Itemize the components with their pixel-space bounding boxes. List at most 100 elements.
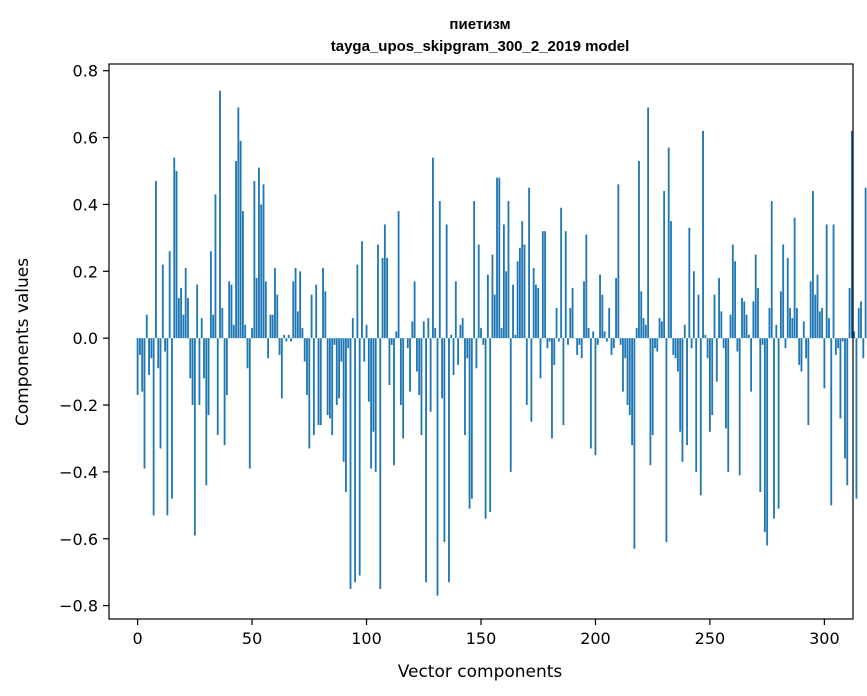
bar — [367, 338, 370, 402]
bar — [351, 318, 354, 339]
bar — [379, 338, 382, 589]
bar — [603, 331, 606, 339]
y-tick-label: 0.2 — [73, 262, 98, 281]
bar — [338, 338, 340, 399]
bar — [601, 294, 604, 339]
bar — [225, 338, 228, 395]
bar — [450, 334, 453, 339]
bar — [209, 251, 212, 339]
bar — [786, 257, 789, 339]
bar — [221, 308, 224, 339]
bar — [628, 338, 631, 416]
bar — [711, 338, 714, 416]
bar — [523, 244, 526, 339]
bar — [507, 201, 510, 339]
bar — [223, 338, 226, 446]
bar — [725, 338, 727, 429]
bar — [825, 224, 828, 339]
bar — [331, 338, 334, 436]
bar — [386, 257, 389, 339]
bar — [448, 338, 450, 583]
bar — [370, 338, 373, 469]
bar — [434, 328, 437, 339]
bar — [363, 338, 366, 362]
bar — [242, 211, 244, 339]
bar — [290, 338, 292, 342]
bar — [862, 338, 865, 359]
bar — [718, 277, 720, 339]
bar — [409, 338, 411, 392]
bar — [752, 301, 755, 339]
bar — [793, 217, 796, 339]
bar — [445, 224, 448, 339]
bar — [395, 331, 398, 339]
bar — [177, 298, 180, 339]
bar — [326, 338, 329, 416]
bar — [857, 308, 860, 339]
bar — [670, 221, 672, 339]
bar — [191, 338, 194, 406]
bar — [468, 338, 471, 509]
bar — [834, 338, 837, 355]
bar — [560, 207, 563, 339]
y-axis-label: Components values — [13, 258, 33, 426]
bar — [770, 201, 773, 339]
bar — [269, 314, 272, 339]
bar — [569, 308, 572, 339]
bar — [514, 334, 517, 339]
bar — [333, 338, 336, 345]
bar — [860, 301, 862, 339]
bar — [347, 338, 350, 349]
bar — [136, 338, 139, 395]
bar — [228, 281, 231, 339]
bar — [853, 331, 856, 339]
bar — [757, 288, 759, 339]
y-tick-label: 0.8 — [73, 62, 98, 81]
bar — [784, 338, 787, 349]
bar — [592, 331, 595, 339]
bar — [699, 338, 702, 496]
bar — [500, 328, 503, 339]
bar — [267, 338, 270, 359]
bar — [750, 338, 753, 392]
bar — [816, 274, 819, 339]
bar — [779, 291, 782, 339]
bar — [207, 338, 210, 416]
x-tick-label: 100 — [351, 629, 382, 648]
bar — [638, 160, 640, 339]
bar — [612, 338, 615, 349]
bar — [617, 184, 620, 339]
bar — [196, 284, 199, 339]
bar — [193, 338, 196, 536]
bar — [672, 338, 675, 355]
bar — [654, 338, 656, 349]
bar — [578, 338, 581, 345]
bar — [294, 267, 297, 339]
bar — [411, 321, 414, 339]
bar — [798, 338, 801, 365]
bar — [635, 328, 638, 339]
bar — [544, 231, 547, 339]
bar — [773, 338, 775, 519]
bar — [310, 294, 313, 339]
bar — [203, 338, 205, 379]
bar — [674, 338, 677, 359]
bar — [187, 298, 189, 339]
bar — [138, 338, 141, 355]
bar — [665, 338, 668, 543]
bar — [605, 338, 608, 342]
bar — [496, 177, 498, 339]
bar — [141, 338, 144, 392]
bar — [303, 338, 306, 362]
bar — [477, 244, 480, 339]
bar — [441, 338, 443, 399]
bar — [509, 338, 512, 472]
x-tick-label: 50 — [242, 629, 262, 648]
bar — [155, 181, 157, 339]
x-axis-label: Vector components — [398, 662, 563, 682]
bar — [720, 311, 723, 339]
bar — [443, 338, 446, 543]
bar — [683, 324, 686, 339]
bar — [182, 314, 185, 339]
x-tick-label: 150 — [466, 629, 497, 648]
